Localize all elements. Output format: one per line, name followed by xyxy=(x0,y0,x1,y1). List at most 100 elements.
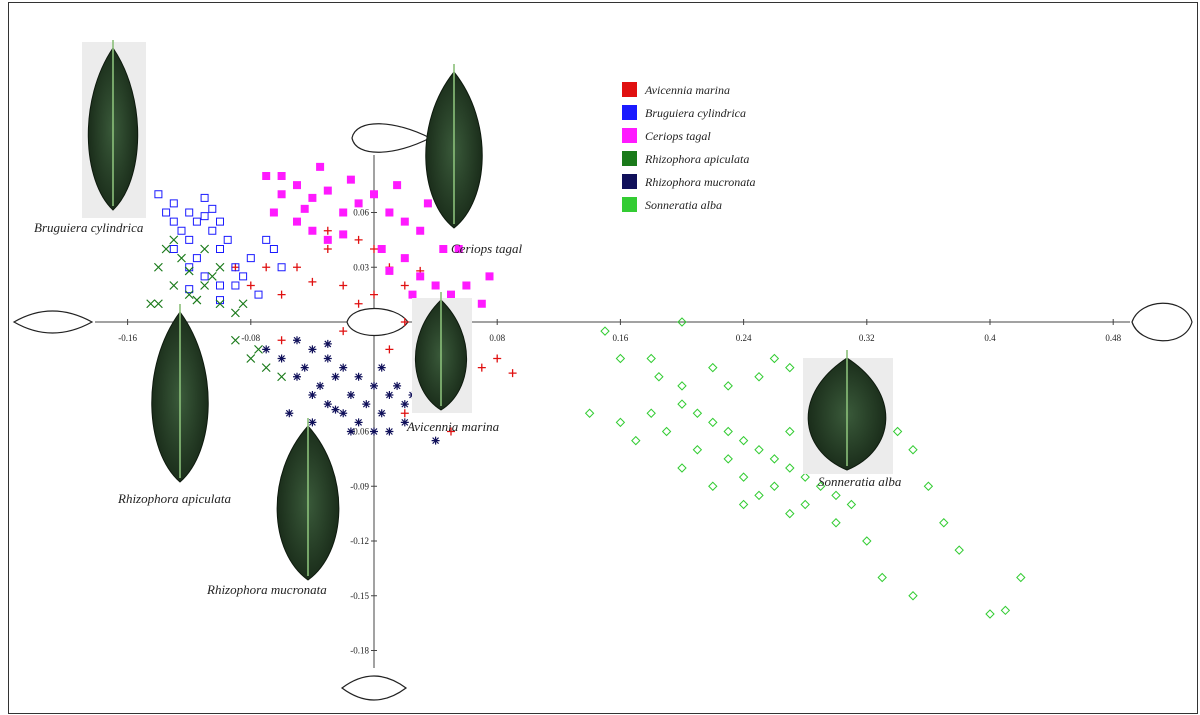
data-point xyxy=(785,508,795,519)
species-label: Bruguiera cylindrica xyxy=(34,220,144,235)
data-point xyxy=(462,281,471,290)
leaf-outline-bottom xyxy=(340,675,408,701)
data-point xyxy=(230,308,240,318)
data-point xyxy=(346,175,355,184)
data-point xyxy=(785,463,795,473)
y-tick-label: -0.12 xyxy=(350,536,369,546)
data-point xyxy=(385,208,394,217)
data-point xyxy=(400,418,409,427)
data-point xyxy=(370,190,378,199)
data-point xyxy=(723,381,733,391)
data-point xyxy=(339,327,348,336)
data-point xyxy=(385,266,394,275)
data-point xyxy=(354,372,363,381)
legend-swatch xyxy=(622,197,637,212)
series-rhizophora-apiculata xyxy=(146,235,287,382)
avicennia-marina-leaf xyxy=(412,292,472,413)
y-tick-label: 0.03 xyxy=(353,262,369,272)
data-point xyxy=(230,335,240,345)
data-point xyxy=(207,271,217,281)
data-point xyxy=(439,245,448,253)
data-point xyxy=(308,391,317,399)
data-point xyxy=(370,427,378,436)
data-point xyxy=(431,281,440,290)
data-point xyxy=(308,418,317,427)
data-point xyxy=(154,190,163,199)
data-point xyxy=(738,435,749,446)
bruguiera-cylindrica-leaf xyxy=(82,40,146,218)
series-sonneratia-alba xyxy=(584,317,1026,619)
data-point xyxy=(293,217,301,226)
data-point xyxy=(508,369,517,378)
data-point xyxy=(416,272,425,281)
series-bruguiera-cylindrica xyxy=(154,190,286,305)
data-point xyxy=(354,199,363,208)
data-point xyxy=(408,290,417,299)
data-point xyxy=(708,481,718,491)
data-point xyxy=(331,405,340,414)
data-point xyxy=(846,499,857,510)
x-tick-label: -0.08 xyxy=(241,333,260,343)
species-label: Rhizophora apiculata xyxy=(117,491,232,506)
data-point xyxy=(262,263,271,272)
data-point xyxy=(153,299,163,309)
data-point xyxy=(785,426,795,437)
data-point xyxy=(692,445,703,455)
data-point xyxy=(393,381,402,390)
y-tick-label: -0.18 xyxy=(350,646,369,656)
data-point xyxy=(323,245,332,253)
data-point xyxy=(323,354,332,363)
data-point xyxy=(423,199,432,208)
data-point xyxy=(362,400,371,409)
leaf-outline-top xyxy=(351,123,432,153)
data-point xyxy=(231,263,240,272)
data-point xyxy=(246,354,256,363)
species-label: Sonneratia alba xyxy=(818,474,902,489)
legend: Avicennia marina Bruguiera cylindrica Ceri… xyxy=(622,82,756,212)
y-tick-label: -0.15 xyxy=(350,591,369,601)
legend-label: Avicennia marina xyxy=(644,83,730,97)
data-point xyxy=(300,204,309,213)
data-point xyxy=(184,266,194,276)
data-point xyxy=(200,193,209,202)
data-point xyxy=(231,263,240,272)
data-point xyxy=(208,226,217,235)
data-point xyxy=(208,204,217,213)
data-point xyxy=(677,317,687,327)
data-point xyxy=(308,277,317,286)
x-tick-label: 0.48 xyxy=(1105,333,1121,343)
y-tick-label: -0.09 xyxy=(350,481,369,491)
data-point xyxy=(223,235,232,244)
data-point xyxy=(185,263,194,272)
data-point xyxy=(1016,572,1026,583)
data-point xyxy=(370,290,378,299)
data-point xyxy=(185,208,194,217)
data-point xyxy=(323,226,332,235)
data-point xyxy=(277,190,286,199)
data-point xyxy=(308,345,317,354)
data-point xyxy=(331,372,340,381)
data-point xyxy=(1000,605,1011,616)
data-point xyxy=(447,427,455,436)
data-point xyxy=(293,181,301,190)
legend-label: Sonneratia alba xyxy=(645,198,722,212)
data-point xyxy=(277,290,286,299)
data-point xyxy=(877,572,887,583)
data-point xyxy=(800,472,810,482)
x-tick-label: 0.24 xyxy=(736,333,752,343)
data-point xyxy=(254,290,263,299)
data-point xyxy=(200,272,209,281)
data-point xyxy=(738,472,749,482)
data-point xyxy=(269,208,278,217)
data-point xyxy=(385,391,394,399)
data-point xyxy=(153,262,163,272)
data-point xyxy=(300,363,309,372)
data-point xyxy=(831,518,841,528)
data-point xyxy=(192,217,201,226)
data-point xyxy=(400,254,409,263)
data-point xyxy=(277,263,286,272)
legend-label: Bruguiera cylindrica xyxy=(645,106,746,120)
data-point xyxy=(954,545,964,555)
data-point xyxy=(177,226,186,235)
data-point xyxy=(400,318,409,326)
